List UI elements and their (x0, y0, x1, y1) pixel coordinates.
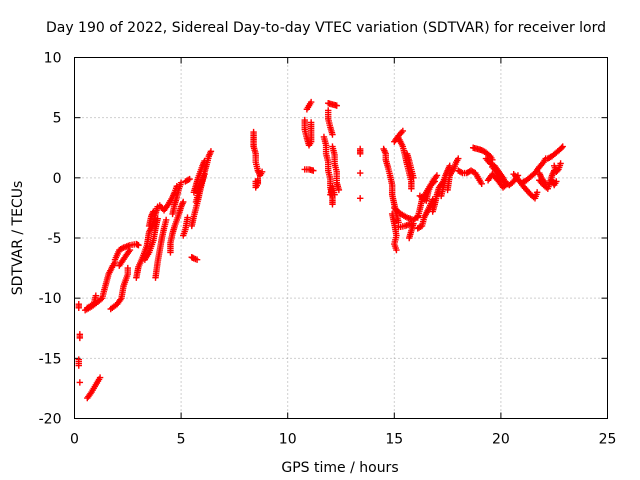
data-point (150, 208, 157, 215)
data-point (408, 185, 415, 192)
data-point (533, 189, 541, 196)
data-point (177, 179, 185, 186)
data-point (557, 160, 564, 167)
data-point (96, 374, 104, 381)
data-point (356, 150, 364, 157)
data-point (154, 215, 161, 222)
plot-frame (74, 57, 608, 419)
data-point (75, 362, 82, 369)
data-point (185, 176, 192, 184)
data-point (184, 214, 191, 221)
data-point (333, 102, 340, 109)
data-point (307, 98, 315, 106)
data-point (410, 220, 417, 227)
y-tick-labels: -20 -15 -10 -5 0 5 10 (39, 51, 62, 428)
data-point (310, 167, 317, 174)
data-point (455, 155, 462, 162)
data-point (356, 195, 364, 202)
x-tick-label: 0 (70, 432, 79, 448)
x-tick-label: 20 (492, 432, 510, 448)
data-point (124, 264, 131, 272)
x-tick-label: 5 (177, 432, 186, 448)
data-point (542, 180, 549, 188)
data-point (254, 175, 262, 183)
x-tick-labels: 0 5 10 15 20 25 (70, 432, 616, 448)
data-point (559, 143, 566, 150)
data-point (399, 127, 407, 135)
data-point (126, 246, 134, 254)
x-tick-label: 15 (385, 432, 403, 448)
data-point (207, 148, 215, 155)
data-point (76, 379, 84, 386)
data-point (553, 178, 560, 185)
data-point (393, 246, 400, 254)
data-point (410, 174, 417, 182)
chart-title: Day 190 of 2022, Sidereal Day-to-day VTE… (46, 20, 606, 36)
data-point (329, 131, 336, 138)
data-point (135, 242, 142, 249)
data-points (75, 98, 566, 402)
data-point (502, 181, 510, 189)
y-tick-label: -5 (48, 231, 62, 247)
data-point (201, 157, 208, 165)
data-point (457, 169, 465, 176)
data-point (478, 180, 485, 188)
y-tick-label: -15 (39, 351, 62, 367)
data-point (162, 216, 170, 224)
data-point (75, 304, 82, 311)
y-tick-label: 0 (53, 171, 62, 187)
data-point (180, 198, 187, 206)
data-point (92, 292, 100, 299)
data-point (329, 201, 336, 208)
y-tick-label: 5 (53, 111, 62, 127)
data-point (504, 180, 511, 188)
data-point (186, 175, 193, 183)
data-point (356, 169, 364, 177)
data-point (558, 144, 565, 151)
data-point (76, 334, 84, 342)
y-tick-label: -20 (39, 412, 62, 428)
x-axis-label: GPS time / hours (281, 460, 398, 476)
y-tick-label: 10 (44, 51, 62, 67)
data-point (554, 167, 561, 174)
data-point (258, 168, 266, 176)
data-point (97, 296, 104, 303)
data-point (201, 171, 208, 178)
x-tick-label: 25 (599, 432, 617, 448)
data-point (433, 172, 441, 179)
data-point (307, 119, 315, 126)
data-point (118, 245, 126, 252)
y-tick-label: -10 (39, 291, 62, 307)
x-tick-label: 10 (279, 432, 297, 448)
y-axis-label: SDTVAR / TECUs (10, 181, 26, 296)
data-point (193, 256, 201, 263)
data-point (331, 191, 338, 198)
